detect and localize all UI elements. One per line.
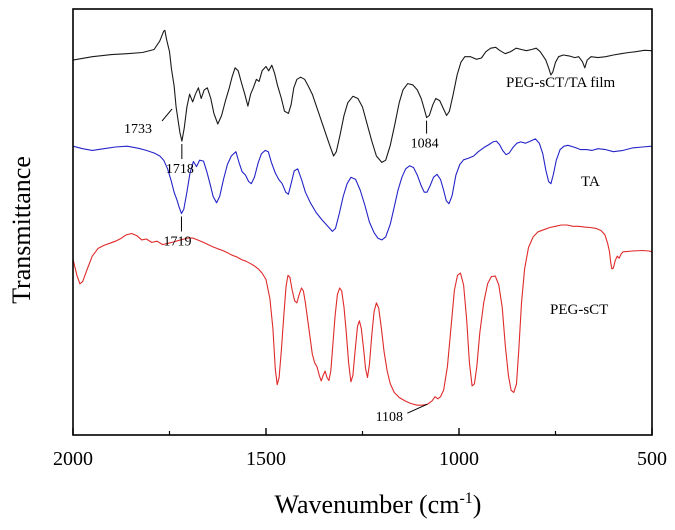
annotation-1108: 1108	[376, 410, 403, 425]
series-labels: PEG-sCT/TA film TA PEG-sCT	[506, 75, 616, 318]
series-layer	[72, 29, 653, 406]
y-axis-title: Transmittance	[7, 156, 36, 304]
x-axis-title: Wavenumber (cm-1)	[275, 490, 482, 519]
annotation-1084: 1084	[411, 137, 439, 152]
series-label-peg-sct: PEG-sCT	[550, 302, 608, 318]
annotation-leader-1733	[161, 108, 173, 122]
x-axis-title-superscript: -1	[459, 490, 472, 507]
x-tick-label: 1500	[246, 448, 286, 470]
series-line-peg-sct-ta-film	[72, 29, 653, 163]
annotation-leader-1108	[407, 403, 428, 414]
x-axis-title-close: )	[473, 490, 482, 519]
annotation-1733: 1733	[124, 122, 152, 137]
series-line-ta	[72, 138, 653, 241]
x-tick-label: 1000	[439, 448, 479, 470]
x-tick-label: 2000	[53, 448, 93, 470]
x-axis-ticks: 2000 1500 1000 500	[53, 428, 667, 470]
annotation-1719: 1719	[163, 234, 191, 249]
x-tick-label: 500	[637, 448, 667, 470]
x-axis-title-text: Wavenumber (cm	[275, 490, 460, 519]
annotation-1718: 1718	[166, 162, 194, 177]
series-label-peg-sct-ta-film: PEG-sCT/TA film	[506, 75, 616, 91]
series-line-peg-sct	[72, 224, 653, 406]
series-label-ta: TA	[581, 174, 600, 190]
plot-area-frame	[72, 8, 653, 436]
peak-annotations: 1733 1718 1084 1719 1108	[124, 108, 439, 425]
